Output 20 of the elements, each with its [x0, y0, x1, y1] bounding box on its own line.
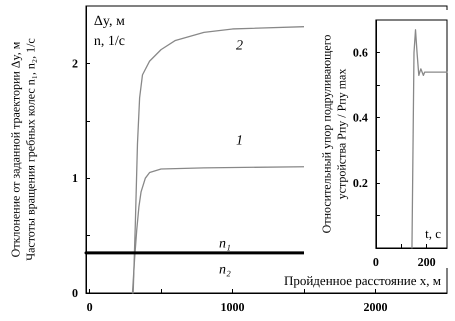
- x-tick-label: 0: [86, 300, 93, 314]
- x-tick-label: 200: [418, 255, 436, 269]
- y-tick-label: 0.4: [352, 110, 368, 125]
- annotation: n₁: [219, 236, 231, 252]
- y-axis-title: Относительный упор подруливающего устройства Pпу / Pпу max: [320, 34, 348, 234]
- y-axis-title: Отклонение от заданной траектории Δy, м Частоты вращения гребных колес n₁, n₂, 1/с: [8, 38, 38, 261]
- y-tick-label: 1: [72, 171, 78, 186]
- annotation: n₂: [219, 262, 232, 278]
- x-tick-label: 2000: [364, 300, 388, 314]
- y-tick-label: 0.6: [352, 46, 368, 60]
- annotation: 2: [236, 38, 244, 54]
- annotation: n, 1/с: [94, 34, 126, 50]
- y-tick-label: 0.2: [352, 176, 368, 190]
- y-tick-label: 0: [72, 286, 78, 300]
- x-tick-label: 1000: [220, 300, 245, 314]
- x-axis-title: t, с: [425, 226, 442, 241]
- annotation: 1: [236, 133, 244, 148]
- y-tick-label: 2: [72, 56, 78, 70]
- x-axis-title: Пройденное расстояние x, м: [284, 273, 442, 288]
- annotation: Δy, м: [94, 14, 126, 30]
